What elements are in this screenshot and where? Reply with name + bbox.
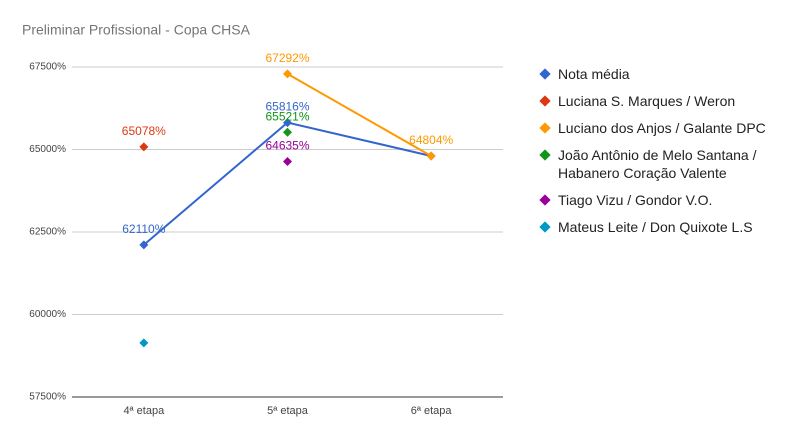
data-point [139, 142, 149, 152]
legend-item: João Antônio de Melo Santana / Habanero … [538, 146, 778, 182]
x-tick-label: 6ª etapa [411, 405, 453, 417]
data-label: 67292% [265, 51, 309, 65]
data-point [139, 338, 149, 348]
y-tick-label: 57500% [29, 392, 66, 403]
legend-swatch [539, 68, 551, 80]
x-tick-label: 5ª etapa [267, 405, 309, 417]
y-tick-label: 67500% [29, 62, 66, 73]
legend-label: Luciano dos Anjos / Galante DPC [558, 120, 766, 136]
legend-label: Nota média [558, 66, 630, 82]
data-point [283, 127, 292, 137]
legend-label: Tiago Vizu / Gondor V.O. [558, 192, 713, 208]
legend-item: Luciano dos Anjos / Galante DPC [538, 119, 778, 137]
data-point [283, 118, 292, 128]
series-line [287, 72, 432, 157]
legend-swatch [539, 194, 551, 206]
y-tick-label: 62500% [29, 227, 66, 238]
legend-item: Nota média [538, 65, 778, 83]
legend-swatch [539, 221, 551, 233]
data-label: 65816% [265, 100, 309, 114]
data-label: 64804% [409, 133, 453, 147]
data-label: 62110% [122, 222, 165, 236]
legend-swatch [539, 149, 551, 161]
y-tick-label: 65000% [29, 144, 66, 155]
legend-label: Mateus Leite / Don Quixote L.S [558, 219, 753, 235]
legend-label: João Antônio de Melo Santana / Habanero … [558, 147, 757, 181]
data-point [283, 69, 292, 79]
legend: Nota média Luciana S. Marques / Weron Luci… [538, 65, 778, 245]
legend-item: Mateus Leite / Don Quixote L.S [538, 218, 778, 236]
data-point [283, 157, 292, 167]
data-point [139, 240, 149, 250]
data-label: 64635% [265, 139, 309, 153]
chart-title: Preliminar Profissional - Copa CHSA [22, 22, 251, 38]
legend-label: Luciana S. Marques / Weron [558, 93, 736, 109]
legend-swatch [539, 122, 551, 134]
legend-item: Luciana S. Marques / Weron [538, 92, 778, 110]
x-tick-label: 4ª etapa [123, 405, 165, 417]
data-label: 65078% [122, 124, 166, 138]
data-label: 65521% [265, 109, 309, 123]
data-point [426, 151, 436, 161]
y-tick-label: 60000% [29, 309, 66, 320]
legend-item: Tiago Vizu / Gondor V.O. [538, 191, 778, 209]
legend-swatch [539, 95, 551, 107]
